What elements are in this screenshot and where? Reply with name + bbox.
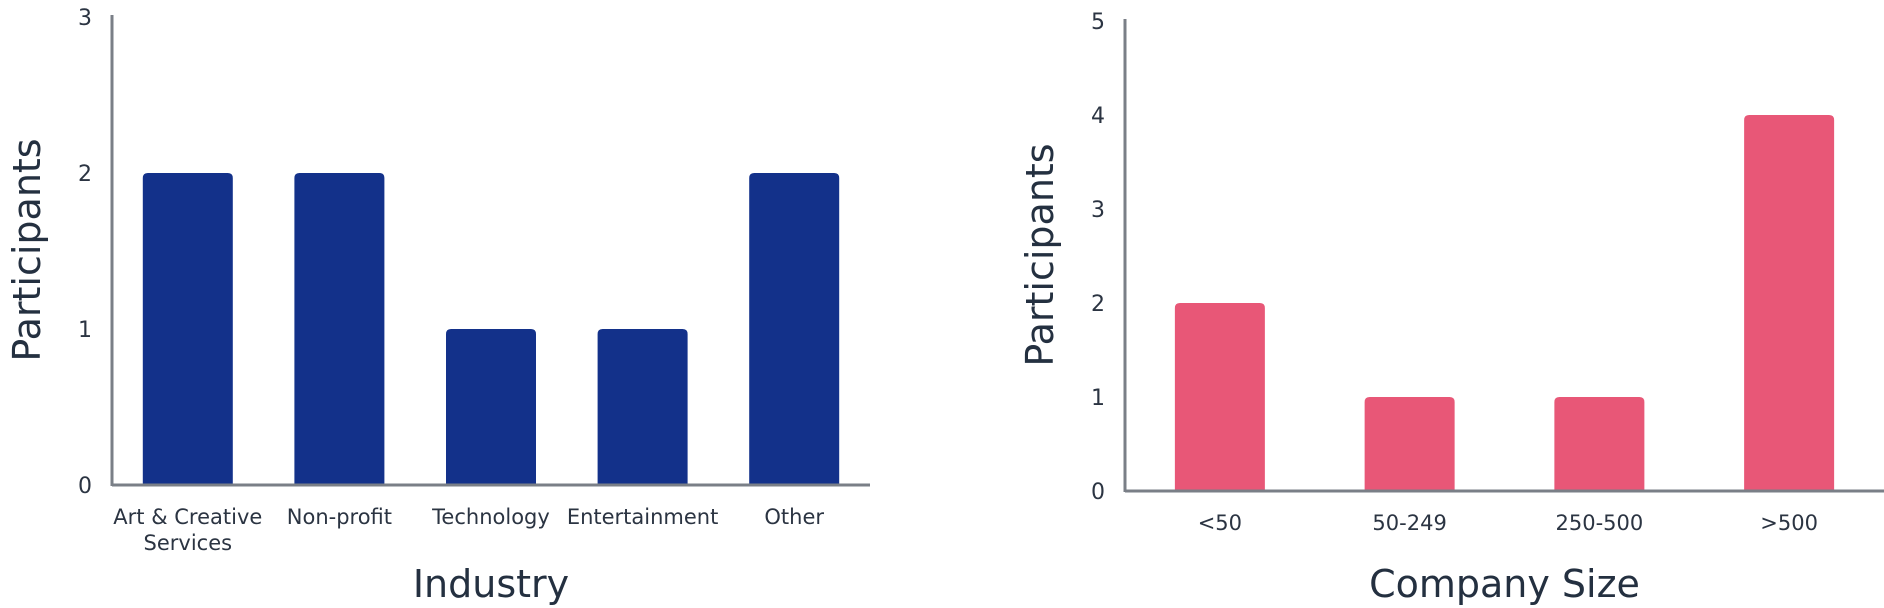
- y-tick-label: 4: [1091, 104, 1105, 129]
- x-tick-label: 50-249: [1372, 511, 1446, 535]
- x-tick-label-line: <50: [1198, 511, 1242, 535]
- x-axis-title: Company Size: [1369, 562, 1640, 606]
- x-tick-label: >500: [1760, 511, 1818, 535]
- bar: [1744, 115, 1835, 491]
- y-tick-label: 0: [78, 474, 92, 499]
- bar: [1364, 397, 1455, 491]
- company-size-chart: 0 1 2 3 4 5 <50 50-249 250-500 >500 Participants Co…: [1018, 10, 1884, 606]
- y-tick-label: 5: [1091, 10, 1105, 35]
- x-axis-title: Industry: [413, 562, 569, 606]
- x-tick-label-line: 50-249: [1372, 511, 1446, 535]
- y-axis-title: Participants: [5, 138, 49, 361]
- x-tick-label-line: Technology: [431, 505, 550, 529]
- x-tick-label: <50: [1198, 511, 1242, 535]
- x-tick-label: Entertainment: [567, 505, 719, 529]
- x-tick-label-line: Non-profit: [287, 505, 392, 529]
- y-axis-title: Participants: [1018, 143, 1062, 366]
- x-tick-label-line: 250-500: [1556, 511, 1644, 535]
- x-tick-label: Non-profit: [287, 505, 392, 529]
- x-tick-label-line: Entertainment: [567, 505, 719, 529]
- x-tick-label: Art & Creative Services: [113, 505, 262, 555]
- x-tick-label: Technology: [431, 505, 550, 529]
- y-tick-label: 3: [1091, 198, 1105, 223]
- bar: [142, 173, 233, 485]
- x-tick-label: 250-500: [1556, 511, 1644, 535]
- x-tick-label-line: Art & Creative: [113, 505, 262, 529]
- bar: [1174, 303, 1265, 491]
- y-tick-label: 1: [78, 318, 92, 343]
- bar: [749, 173, 840, 485]
- x-tick-label-line: Services: [144, 531, 233, 555]
- y-tick-label: 0: [1091, 480, 1105, 505]
- industry-chart: 0 1 2 3 Art & Creative Services Non-profit Tech…: [5, 6, 870, 606]
- bar: [597, 329, 688, 485]
- bar: [446, 329, 536, 485]
- bar: [1554, 397, 1645, 491]
- y-tick-label: 1: [1091, 386, 1105, 411]
- y-tick-label: 2: [78, 162, 92, 187]
- x-tick-label-line: >500: [1760, 511, 1818, 535]
- y-tick-label: 2: [1091, 292, 1105, 317]
- x-tick-label-line: Other: [764, 505, 824, 529]
- x-tick-label: Other: [764, 505, 824, 529]
- y-tick-label: 3: [78, 6, 92, 31]
- bar: [294, 173, 385, 485]
